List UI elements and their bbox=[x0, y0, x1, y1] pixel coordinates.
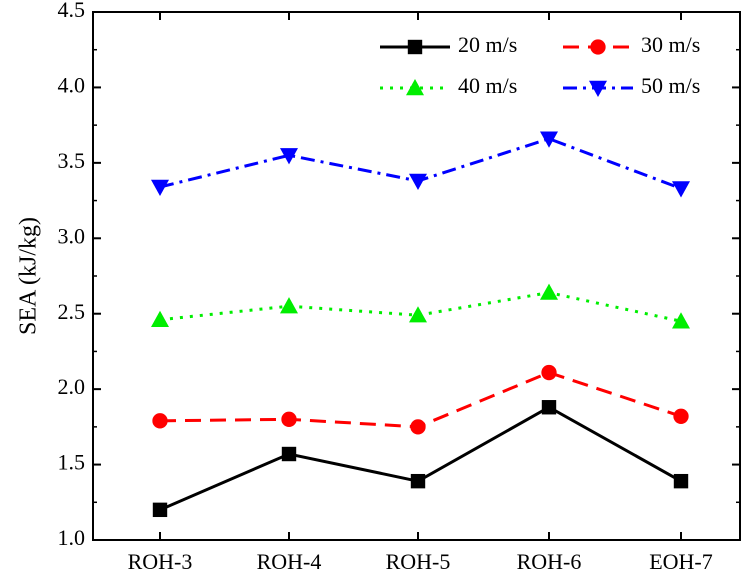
legend-marker-30-m-s bbox=[590, 39, 606, 55]
legend-marker-20-m-s bbox=[407, 39, 423, 55]
legend-label-20-m-s: 20 m/s bbox=[458, 32, 517, 57]
data-point-20-m-s bbox=[152, 502, 168, 518]
data-point-20-m-s bbox=[673, 473, 689, 489]
data-point-30-m-s bbox=[673, 408, 689, 424]
x-tick-label: ROH-5 bbox=[386, 549, 451, 574]
y-tick-label: 1.5 bbox=[58, 450, 86, 475]
data-point-20-m-s bbox=[410, 473, 426, 489]
data-point-20-m-s bbox=[541, 400, 557, 415]
data-point-40-m-s bbox=[672, 312, 690, 329]
data-point-50-m-s bbox=[151, 179, 169, 196]
x-tick-label: ROH-3 bbox=[128, 549, 193, 574]
x-tick-label: ROH-6 bbox=[517, 549, 582, 574]
data-point-30-m-s bbox=[410, 419, 426, 435]
y-tick-label: 4.0 bbox=[58, 72, 86, 97]
y-tick-label: 4.5 bbox=[58, 0, 86, 22]
y-tick-label: 2.5 bbox=[58, 299, 86, 324]
y-tick-label: 3.5 bbox=[58, 148, 86, 173]
legend-label-50-m-s: 50 m/s bbox=[641, 73, 700, 98]
data-point-40-m-s bbox=[151, 310, 169, 327]
y-tick-label: 3.0 bbox=[58, 223, 86, 248]
data-point-50-m-s bbox=[409, 173, 427, 190]
data-point-40-m-s bbox=[540, 283, 558, 300]
data-point-50-m-s bbox=[280, 148, 298, 165]
x-tick-label: EOH-7 bbox=[649, 549, 713, 574]
y-tick-label: 2.0 bbox=[58, 374, 86, 399]
x-tick-label: ROH-4 bbox=[257, 549, 322, 574]
data-point-30-m-s bbox=[541, 364, 557, 381]
data-point-50-m-s bbox=[672, 181, 690, 198]
legend-label-30-m-s: 30 m/s bbox=[641, 32, 700, 57]
data-point-30-m-s bbox=[281, 411, 297, 427]
data-point-40-m-s bbox=[280, 297, 298, 314]
y-tick-label: 1.0 bbox=[58, 525, 86, 550]
legend-marker-50-m-s bbox=[589, 80, 607, 97]
legend-marker-40-m-s bbox=[406, 79, 424, 96]
legend-label-40-m-s: 40 m/s bbox=[458, 73, 517, 98]
data-point-40-m-s bbox=[409, 306, 427, 323]
data-point-50-m-s bbox=[540, 131, 558, 148]
data-point-20-m-s bbox=[281, 446, 297, 462]
y-axis-title: SEA (kJ/kg) bbox=[16, 217, 42, 335]
data-point-30-m-s bbox=[152, 413, 168, 429]
